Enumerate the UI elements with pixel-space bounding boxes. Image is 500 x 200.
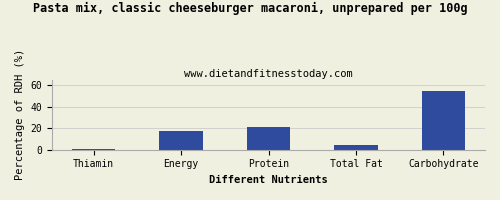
Bar (246, 127, 290, 150)
Bar (334, 145, 378, 150)
Bar (159, 131, 203, 150)
X-axis label: Different Nutrients: Different Nutrients (209, 175, 328, 185)
Bar (72, 149, 116, 150)
Y-axis label: Percentage of RDH (%): Percentage of RDH (%) (15, 49, 25, 180)
Title: www.dietandfitnesstoday.com: www.dietandfitnesstoday.com (184, 69, 353, 79)
Text: Pasta mix, classic cheeseburger macaroni, unprepared per 100g: Pasta mix, classic cheeseburger macaroni… (32, 2, 468, 15)
Bar (422, 91, 466, 150)
